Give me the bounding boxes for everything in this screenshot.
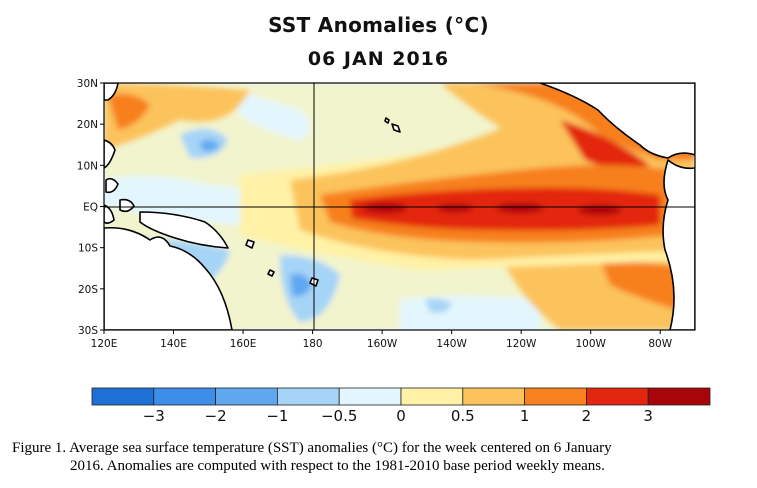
colorbar-swatch — [338, 387, 402, 406]
colorbar: −3 −2 −1 −0.5 0 0.5 1 2 3 — [91, 387, 711, 425]
colorbar-tick-label: 0 — [396, 407, 406, 425]
longitude-axis: 120E 140E 160E 180 160W 140W 120W 100W 80W — [91, 330, 673, 350]
lon-tick-label: 160W — [367, 338, 398, 350]
colorbar-swatch — [586, 387, 649, 406]
lon-tick-label: 120W — [506, 338, 537, 350]
sst-anomaly-map: 30N 20N 10N EQ 10S 20S 30S 120E 140E 160E 180 160W… — [77, 78, 696, 350]
colorbar-swatch — [215, 387, 278, 406]
caption-line-1: Figure 1. Average sea surface temperatur… — [12, 440, 612, 456]
colorbar-swatch — [647, 387, 711, 406]
lon-tick-label: 140W — [436, 338, 467, 350]
lat-tick-label: 30N — [77, 78, 98, 90]
colorbar-tick-label: −1 — [266, 407, 288, 425]
lat-tick-label: 30S — [78, 325, 98, 337]
colorbar-swatch — [400, 387, 464, 406]
colorbar-tick-label: 3 — [643, 407, 653, 425]
colorbar-swatch — [153, 387, 217, 406]
figure-caption: Figure 1. Average sea surface temperatur… — [12, 439, 752, 475]
lon-tick-label: 120E — [91, 338, 118, 350]
lon-tick-label: 180 — [303, 338, 323, 350]
lat-tick-label: 10S — [78, 243, 98, 255]
colorbar-tick-label: −3 — [143, 407, 165, 425]
colorbar-tick-label: 2 — [582, 407, 592, 425]
map-title: SST Anomalies (°C) — [268, 13, 489, 37]
colorbar-tick-label: 1 — [520, 407, 530, 425]
lon-tick-label: 100W — [575, 338, 606, 350]
lon-tick-label: 80W — [648, 338, 672, 350]
colorbar-swatch — [524, 387, 587, 406]
caption-line-2: 2016. Anomalies are computed with respec… — [70, 458, 605, 474]
colorbar-tick-label: 0.5 — [451, 407, 475, 425]
map-date: 06 JAN 2016 — [307, 48, 450, 70]
colorbar-tick-label: −0.5 — [321, 407, 357, 425]
lat-tick-label: 20S — [78, 284, 98, 296]
lat-tick-label: EQ — [83, 202, 98, 214]
latitude-axis: 30N 20N 10N EQ 10S 20S 30S — [77, 78, 104, 337]
colorbar-swatch — [276, 387, 340, 406]
land-outlines — [104, 83, 695, 330]
lat-tick-label: 10N — [77, 160, 98, 172]
colorbar-tick-label: −2 — [205, 407, 227, 425]
anomaly-field — [104, 83, 695, 330]
lon-tick-label: 160E — [230, 338, 257, 350]
lat-tick-label: 20N — [77, 119, 98, 131]
colorbar-swatch — [462, 387, 525, 406]
lon-tick-label: 140E — [160, 338, 187, 350]
colorbar-swatch — [91, 387, 155, 406]
